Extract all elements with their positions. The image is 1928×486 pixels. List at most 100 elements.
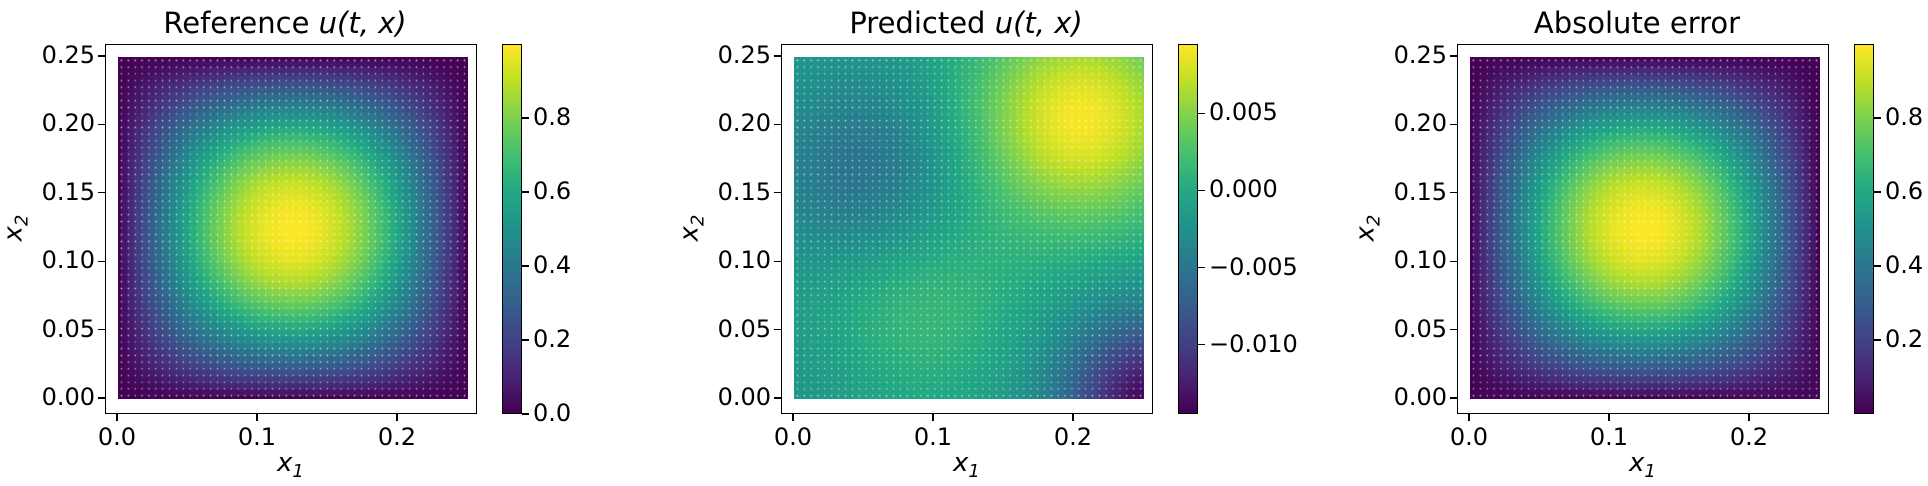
y-tick-label: 0.00 (1393, 383, 1447, 411)
y-tick-mark (774, 260, 781, 262)
panel-absolute-error: Absolute error 0.0 0.1 0.2 0.00 0.05 0.10 0.15… (1350, 0, 1928, 486)
colorbar-tick-mark (522, 413, 529, 415)
y-tick-label: 0.05 (717, 314, 771, 343)
x-tick-label: 0.0 (1449, 423, 1489, 451)
x-tick-label: 0.1 (1589, 423, 1629, 451)
y-tick-mark (98, 260, 105, 262)
x-axis-label: x1 (953, 448, 980, 483)
y-tick-label: 0.20 (717, 109, 771, 138)
x-tick-label: 0.0 (97, 423, 137, 451)
panel-title: Reference u(t, x) (163, 6, 407, 40)
colorbar-tick-label: −0.005 (1209, 252, 1298, 281)
colorbar-tick-mark (1198, 189, 1205, 192)
y-tick-mark (98, 192, 105, 194)
x-axis-label: x1 (277, 448, 304, 483)
y-tick-mark (1450, 328, 1457, 331)
y-tick-label: 0.25 (717, 41, 771, 69)
y-tick-label: 0.05 (1393, 314, 1447, 343)
y-tick-label: 0.15 (1393, 177, 1447, 206)
x-tick-mark (396, 414, 398, 421)
x-tick-mark (1748, 414, 1750, 421)
colorbar (1854, 44, 1874, 414)
plot-area (1457, 44, 1829, 414)
y-tick-label: 0.25 (41, 41, 95, 69)
colorbar (1178, 44, 1198, 414)
x-tick-mark (1072, 414, 1074, 421)
colorbar-tick-mark (1874, 265, 1881, 267)
colorbar-tick-label: 0.8 (1885, 103, 1924, 131)
x-tick-label: 0.1 (237, 423, 277, 451)
y-tick-mark (774, 123, 781, 126)
colorbar-tick-mark (1198, 112, 1205, 115)
x-tick-label: 0.2 (377, 423, 417, 451)
panel-title: Predicted u(t, x) (849, 6, 1083, 40)
y-tick-label: 0.10 (41, 246, 95, 275)
x-axis-label: x1 (1629, 448, 1656, 483)
x-tick-mark (116, 414, 118, 421)
y-tick-mark (1450, 123, 1457, 126)
y-tick-label: 0.20 (41, 109, 95, 138)
x-tick-mark (932, 414, 934, 421)
colorbar-tick-label: 0.2 (533, 325, 572, 353)
colorbar-tick-label: 0.0 (533, 399, 572, 427)
panel-title: Absolute error (1533, 6, 1741, 40)
x-tick-mark (1468, 414, 1470, 421)
plot-area (105, 44, 477, 414)
y-tick-label: 0.15 (717, 177, 771, 206)
y-tick-mark (1450, 260, 1457, 262)
y-tick-label: 0.00 (41, 383, 95, 411)
y-tick-label: 0.15 (41, 177, 95, 206)
y-tick-label: 0.10 (1393, 246, 1447, 275)
y-tick-label: 0.20 (1393, 109, 1447, 138)
y-tick-label: 0.10 (717, 246, 771, 275)
y-tick-label: 0.05 (41, 314, 95, 343)
colorbar-tick-mark (1874, 191, 1881, 193)
x-tick-mark (792, 414, 794, 421)
plot-area (781, 44, 1153, 414)
panel-reference: Reference u(t, x) 0.0 0.1 0.2 0.00 0.05 0.10 0… (0, 0, 571, 486)
y-tick-mark (98, 55, 105, 57)
colorbar-tick-mark (522, 117, 529, 119)
y-tick-mark (774, 328, 781, 331)
x-tick-label: 0.2 (1053, 423, 1093, 451)
colorbar-tick-label: 0.4 (1885, 251, 1924, 279)
colorbar-tick-label: 0.2 (1885, 325, 1924, 353)
colorbar-tick-mark (1874, 339, 1881, 341)
y-tick-mark (774, 397, 781, 399)
colorbar-tick-label: 0.4 (533, 251, 572, 279)
panel-predicted: Predicted u(t, x) 0.0 0.1 0.2 0.00 0.05 0.10 0… (674, 0, 1316, 486)
x-tick-mark (1608, 414, 1610, 421)
colorbar-tick-mark (1198, 266, 1205, 269)
colorbar-tick-label: −0.010 (1209, 329, 1298, 358)
y-tick-mark (774, 192, 781, 194)
y-axis-label: x2 (674, 214, 709, 242)
x-tick-label: 0.2 (1729, 423, 1769, 451)
colorbar-tick-label: 0.000 (1209, 175, 1278, 204)
y-tick-mark (774, 55, 781, 57)
y-axis-label: x2 (1350, 214, 1385, 242)
x-tick-label: 0.1 (913, 423, 953, 451)
heatmap-absolute-error (1470, 57, 1820, 399)
colorbar-tick-label: 0.6 (533, 177, 572, 205)
colorbar-tick-label: 0.6 (1885, 177, 1924, 205)
y-tick-mark (98, 397, 105, 399)
colorbar-tick-label: 0.005 (1209, 98, 1278, 127)
y-tick-label: 0.25 (1393, 41, 1447, 69)
heatmap-predicted (794, 57, 1144, 399)
y-tick-mark (1450, 192, 1457, 194)
y-tick-label: 0.00 (717, 383, 771, 411)
x-tick-label: 0.0 (773, 423, 813, 451)
colorbar (502, 44, 522, 414)
heatmap-reference (118, 57, 468, 399)
colorbar-tick-mark (1874, 117, 1881, 119)
y-tick-mark (98, 328, 105, 331)
x-tick-mark (256, 414, 258, 421)
y-tick-mark (1450, 55, 1457, 57)
colorbar-tick-label: 0.8 (533, 103, 572, 131)
y-tick-mark (1450, 397, 1457, 399)
colorbar-tick-mark (522, 191, 529, 193)
colorbar-tick-mark (1198, 343, 1205, 346)
y-tick-mark (98, 123, 105, 126)
y-axis-label: x2 (0, 214, 33, 242)
colorbar-tick-mark (522, 265, 529, 267)
